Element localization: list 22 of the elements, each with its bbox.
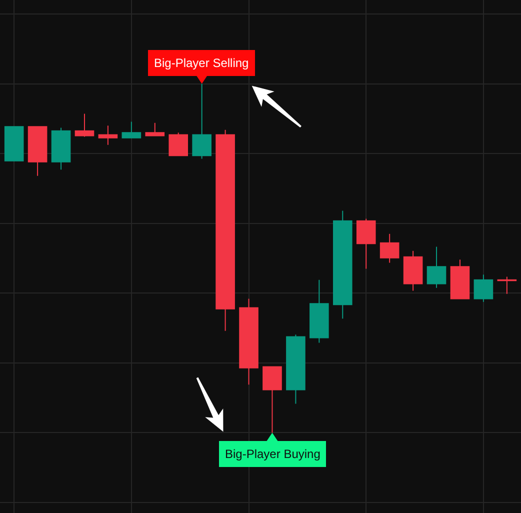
candlestick bbox=[74, 113, 94, 138]
annotation: Big-Player Selling bbox=[154, 56, 249, 70]
candlestick bbox=[356, 218, 376, 270]
candlestick bbox=[122, 121, 142, 138]
candlestick bbox=[51, 127, 71, 170]
candlestick bbox=[332, 210, 352, 320]
candlestick bbox=[216, 129, 235, 332]
candlestick bbox=[4, 126, 24, 162]
candlestick bbox=[286, 334, 306, 404]
candlestick bbox=[145, 122, 165, 136]
annotation: Big-Player Buying bbox=[225, 447, 320, 461]
candlestick bbox=[168, 132, 188, 156]
candlestick bbox=[403, 250, 423, 292]
candlestick bbox=[98, 125, 118, 146]
candlestick bbox=[450, 259, 470, 300]
candlestick bbox=[310, 279, 329, 344]
candlestick bbox=[28, 126, 48, 176]
candlestick bbox=[474, 274, 494, 302]
candlestick bbox=[239, 298, 258, 386]
candlestick bbox=[426, 246, 446, 288]
candlestick bbox=[380, 233, 400, 264]
candlestick bbox=[497, 276, 517, 294]
